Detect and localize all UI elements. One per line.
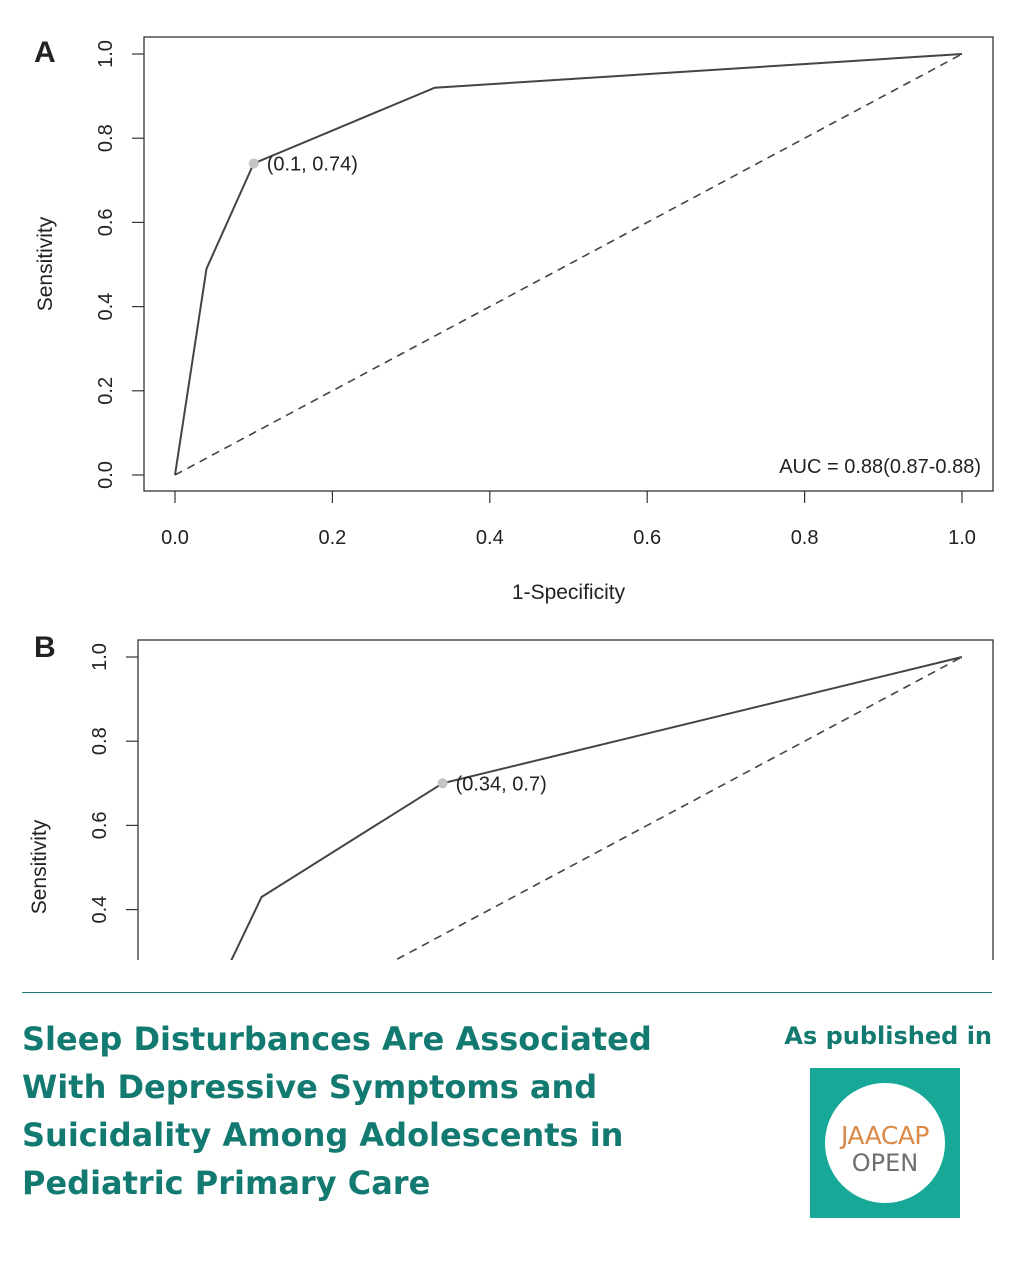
- roc-panel-a: A 0.0 0.2 0.4 0.6 0.8 1.0 0.0 0.2 0.4 0.6 0.8 1.0 1-S…: [34, 36, 994, 604]
- jaacap-open-logo[interactable]: JAACAP OPEN: [810, 1068, 960, 1218]
- panel-letter: B: [34, 631, 56, 664]
- plot-frame: [143, 36, 994, 492]
- x-tick-label: 0.4: [476, 527, 504, 549]
- y-tick-label: 0.6: [95, 208, 117, 236]
- optimal-cutoff-point: [437, 778, 448, 789]
- optimal-cutoff-label: (0.1, 0.74): [267, 153, 358, 175]
- x-tick-label: 0.0: [161, 527, 189, 549]
- optimal-cutoff-point: [248, 158, 259, 169]
- optimal-cutoff-label: (0.34, 0.7): [456, 773, 547, 795]
- x-axis-title: 1-Specificity: [512, 581, 626, 604]
- y-tick-label: 0.8: [95, 124, 117, 152]
- y-tick-label: 0.4: [95, 293, 117, 321]
- logo-circle: JAACAP OPEN: [825, 1083, 945, 1203]
- reference-diagonal-line: [393, 656, 963, 960]
- roc-figure: A 0.0 0.2 0.4 0.6 0.8 1.0 0.0 0.2 0.4 0.6 0.8 1.0 1-S…: [28, 36, 994, 960]
- logo-text-open: OPEN: [851, 1149, 919, 1177]
- y-axis-title: Sensitivity: [34, 216, 57, 311]
- x-tick-label: 0.6: [633, 527, 661, 549]
- y-axis-title: Sensitivity: [28, 819, 51, 914]
- roc-panel-b: B 0.4 0.6 0.8 1.0 Sensitivity (0.34, 0.7): [28, 631, 994, 960]
- y-tick-label: 0.0: [95, 461, 117, 489]
- y-tick-label: 0.8: [89, 727, 111, 755]
- published-in-label: As published in: [784, 1022, 992, 1050]
- plot-frame: [137, 639, 994, 960]
- article-title: Sleep Disturbances Are Associated With D…: [22, 1020, 652, 1202]
- roc-curve-line: [230, 656, 963, 960]
- y-tick-label: 1.0: [89, 643, 111, 671]
- panel-letter: A: [34, 36, 56, 69]
- reference-diagonal-line: [174, 53, 963, 476]
- y-tick-label: 1.0: [95, 40, 117, 68]
- auc-label: AUC = 0.88(0.87-0.88): [779, 456, 981, 478]
- x-tick-label: 0.2: [318, 527, 346, 549]
- x-tick-label: 0.8: [791, 527, 819, 549]
- y-tick-label: 0.6: [89, 811, 111, 839]
- y-tick-label: 0.2: [95, 377, 117, 405]
- section-divider: [22, 992, 992, 993]
- logo-text-jaacap: JAACAP: [840, 1121, 930, 1150]
- x-tick-label: 1.0: [948, 527, 976, 549]
- y-tick-label: 0.4: [89, 896, 111, 924]
